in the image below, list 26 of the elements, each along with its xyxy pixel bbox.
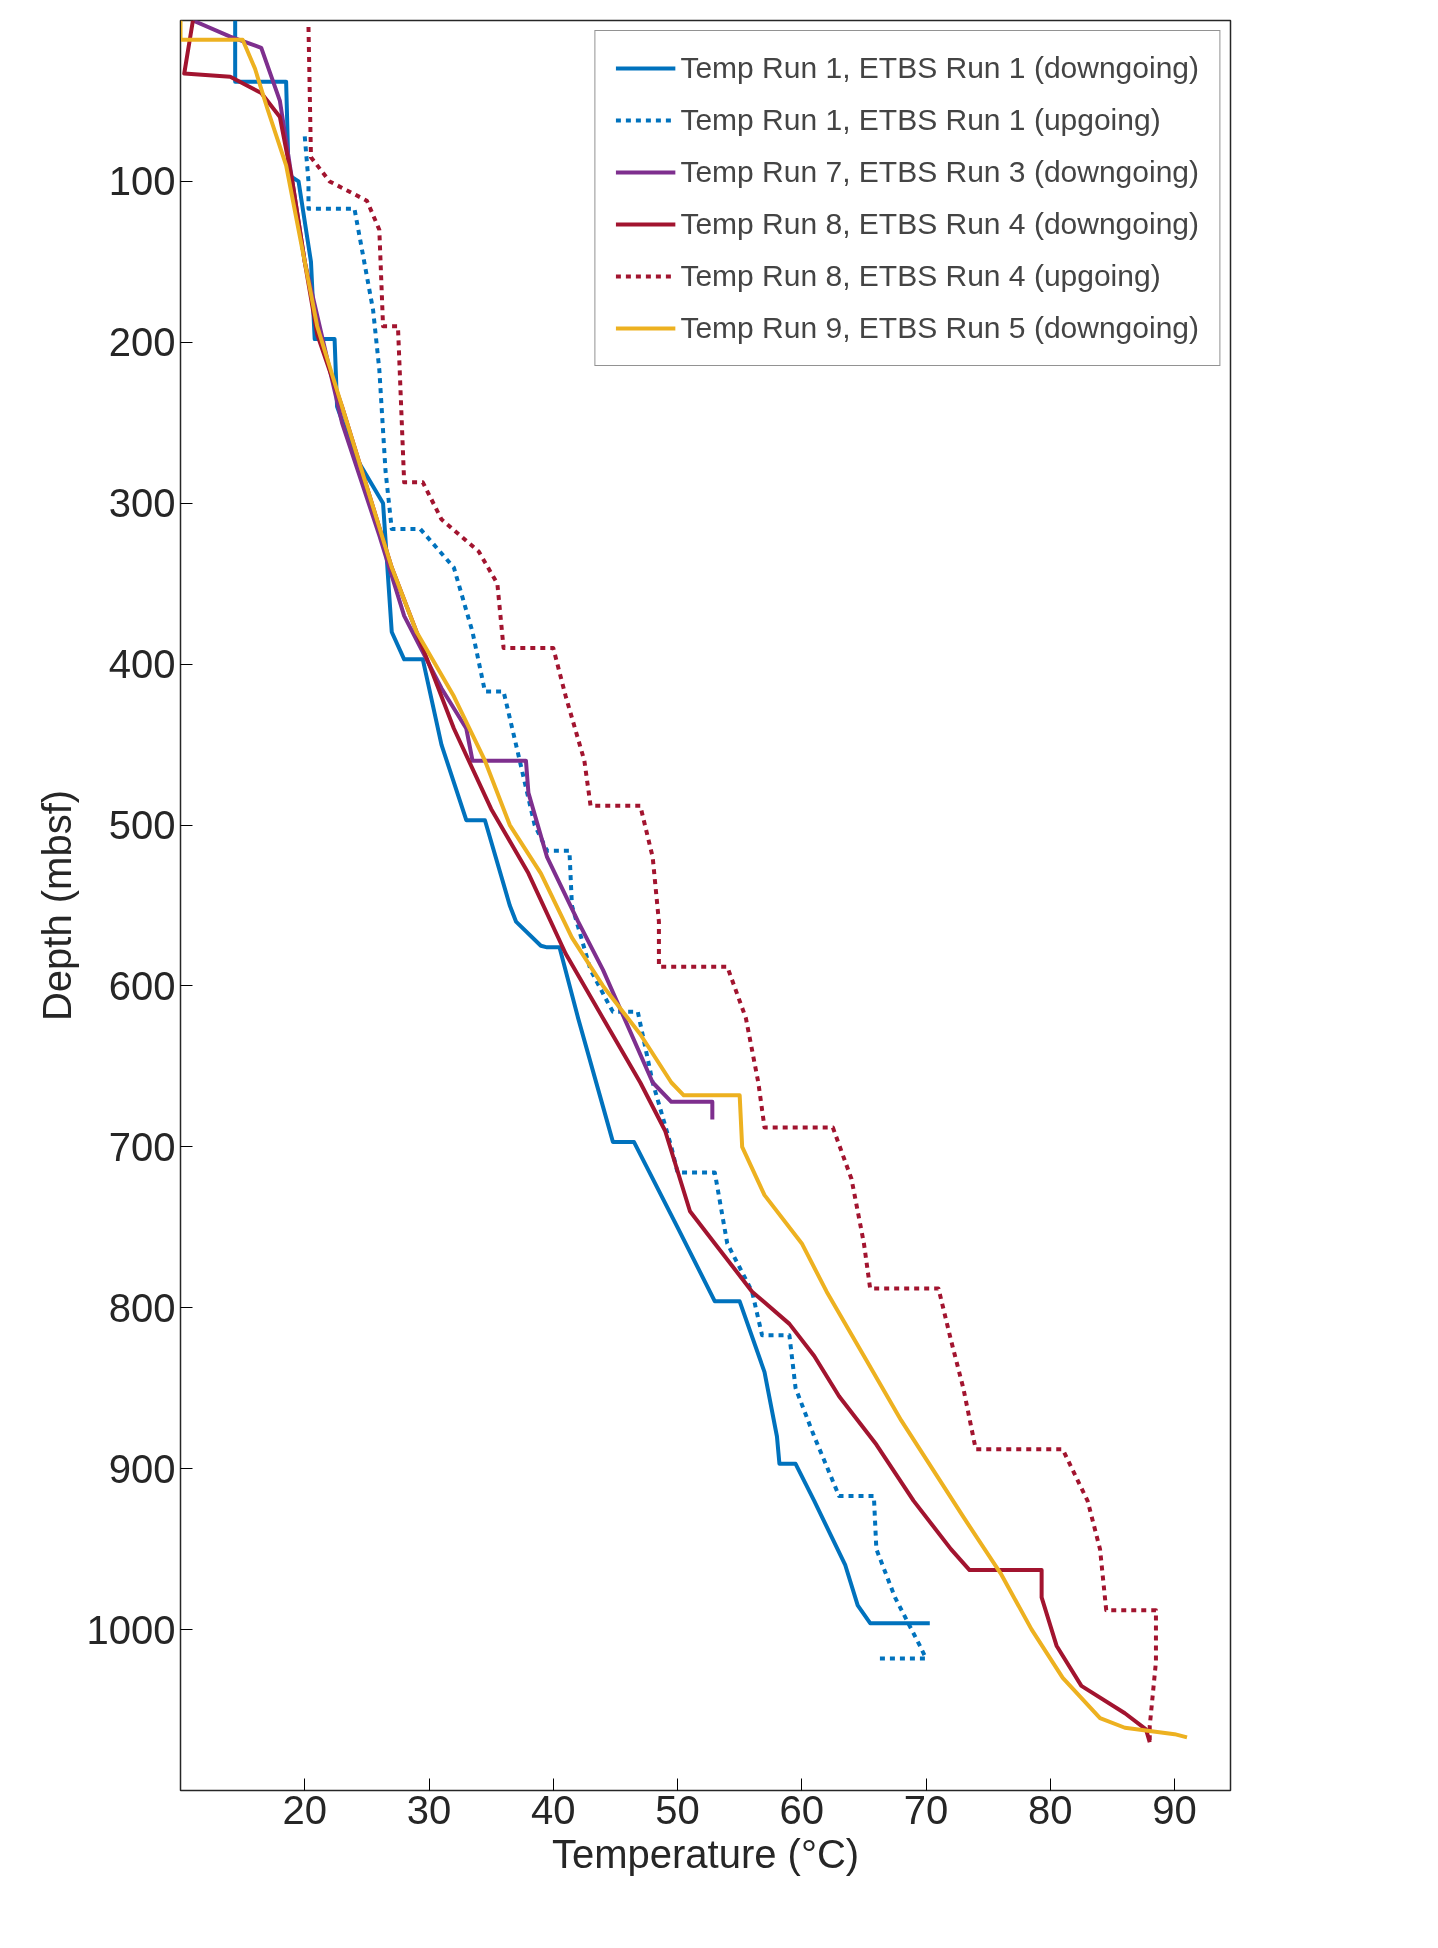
x-tick-label: 90 xyxy=(1152,1787,1197,1832)
legend-label: Temp Run 1, ETBS Run 1 (upgoing) xyxy=(680,103,1161,137)
y-tick-label: 200 xyxy=(108,320,176,365)
legend-label: Temp Run 7, ETBS Run 3 (downgoing) xyxy=(680,155,1199,189)
x-tick-label: 70 xyxy=(903,1787,949,1832)
y-tick-label: 900 xyxy=(108,1446,176,1491)
x-axis-title: Temperature (°C) xyxy=(551,1831,860,1876)
legend-label: Temp Run 9, ETBS Run 5 (downgoing) xyxy=(680,311,1199,345)
y-tick-label: 400 xyxy=(108,642,176,687)
y-tick-label: 500 xyxy=(108,803,176,848)
x-tick-label: 50 xyxy=(655,1787,700,1832)
y-tick-label: 1000 xyxy=(86,1607,176,1652)
x-tick-label: 30 xyxy=(406,1787,452,1832)
x-tick-label: 20 xyxy=(282,1787,328,1832)
y-tick-label: 700 xyxy=(108,1124,176,1169)
legend-label: Temp Run 8, ETBS Run 4 (upgoing) xyxy=(680,259,1161,293)
y-tick-label: 600 xyxy=(108,963,176,1008)
y-tick-label: 800 xyxy=(108,1285,176,1330)
x-tick-label: 80 xyxy=(1028,1787,1073,1832)
x-tick-label: 60 xyxy=(779,1787,825,1832)
y-axis-title: Depth (mbsf) xyxy=(34,789,79,1022)
x-tick-label: 40 xyxy=(531,1787,576,1832)
y-tick-label: 100 xyxy=(108,159,176,204)
legend-label: Temp Run 8, ETBS Run 4 (downgoing) xyxy=(680,207,1199,241)
y-tick-label: 300 xyxy=(108,481,176,526)
legend-label: Temp Run 1, ETBS Run 1 (downgoing) xyxy=(680,51,1199,85)
